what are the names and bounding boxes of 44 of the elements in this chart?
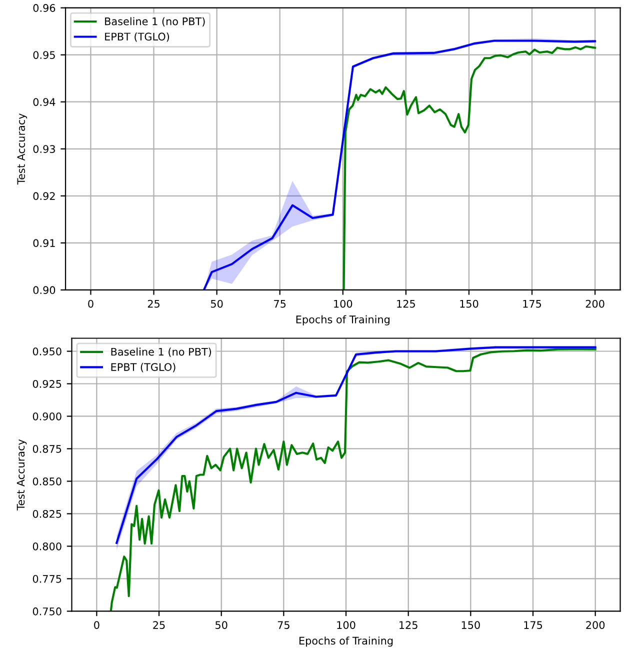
y-tick-label: 0.825 (32, 510, 62, 518)
x-tick-label: 50 (216, 621, 228, 629)
x-tick-label: 100 (337, 621, 356, 629)
y-tick-label: 0.92 (33, 192, 55, 200)
y-tick-label: 0.900 (32, 412, 62, 420)
x-axis-title: Epochs of Training (299, 636, 393, 647)
x-tick-label: 125 (397, 300, 415, 308)
x-tick-label: 150 (462, 621, 480, 629)
legend-label: EPBT (TGLO) (111, 362, 176, 372)
legend-label: EPBT (TGLO) (105, 32, 170, 42)
x-tick-label: 75 (274, 300, 286, 308)
y-tick-label: 0.90 (33, 286, 56, 294)
x-tick-label: 150 (460, 300, 478, 308)
y-tick-label: 0.800 (32, 542, 62, 550)
x-tick-label: 75 (278, 621, 290, 629)
y-tick-label: 0.95 (33, 51, 55, 59)
x-tick-label: 0 (88, 300, 94, 308)
y-tick-label: 0.94 (33, 98, 56, 106)
line-series (110, 348, 596, 612)
x-tick-label: 25 (153, 621, 165, 629)
x-tick-label: 50 (210, 300, 223, 308)
y-tick-label: 0.850 (32, 477, 62, 486)
y-axis-title: Test Accuracy (16, 439, 27, 510)
legend-label: Baseline 1 (no PBT) (105, 17, 205, 26)
x-tick-label: 125 (400, 621, 418, 629)
line-series (342, 45, 596, 290)
y-tick-label: 0.775 (32, 574, 62, 583)
y-tick-label: 0.925 (32, 380, 62, 388)
y-tick-label: 0.875 (32, 444, 62, 453)
x-tick-label: 0 (94, 621, 100, 629)
x-axis-title: Epochs of Training (296, 315, 390, 326)
x-tick-label: 175 (524, 621, 542, 629)
legend-label: Baseline 1 (no PBT) (111, 348, 212, 357)
x-tick-label: 100 (334, 300, 352, 308)
x-tick-label: 200 (586, 621, 605, 629)
y-tick-label: 0.93 (33, 145, 55, 153)
y-tick-label: 0.96 (33, 4, 56, 12)
x-tick-label: 200 (586, 300, 604, 308)
y-tick-label: 0.950 (32, 347, 62, 356)
x-tick-label: 175 (523, 300, 542, 308)
y-tick-label: 0.91 (33, 239, 55, 248)
y-axis-title: Test Accuracy (17, 114, 28, 185)
y-tick-label: 0.750 (32, 607, 62, 616)
x-tick-label: 25 (148, 300, 160, 308)
